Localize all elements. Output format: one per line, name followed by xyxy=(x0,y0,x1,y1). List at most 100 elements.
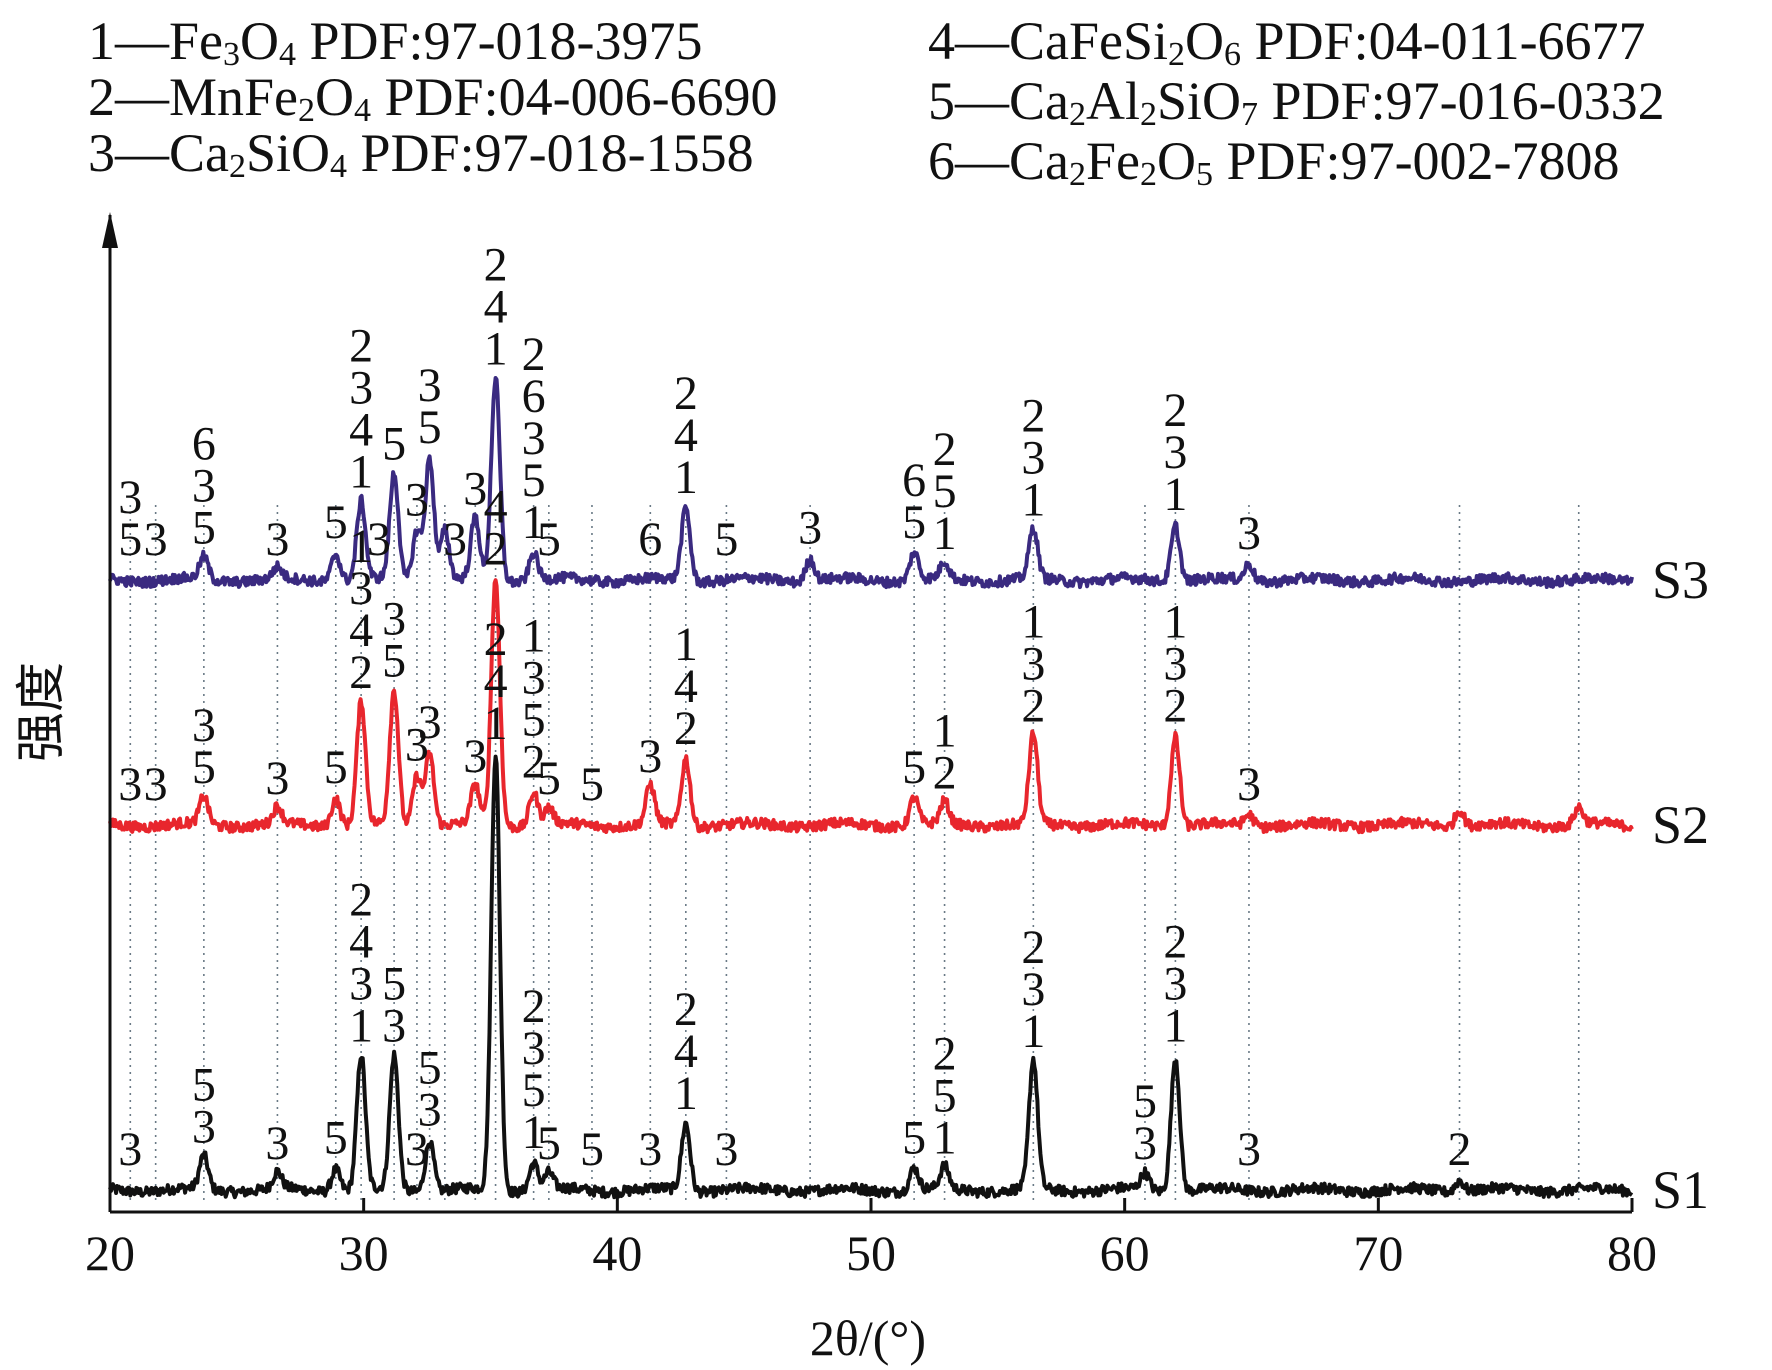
peak-label: 2 xyxy=(933,423,957,476)
peak-label: 3 xyxy=(418,1084,442,1137)
peak-label: 2 xyxy=(1163,384,1187,437)
peak-label: 3 xyxy=(1163,958,1187,1011)
peak-label: 1 xyxy=(484,322,508,375)
peak-label: 6 xyxy=(902,454,926,507)
peak-label: 1 xyxy=(1163,595,1187,648)
peak-label: 2 xyxy=(522,328,546,381)
peak-label: 5 xyxy=(902,741,926,794)
peak-label: 3 xyxy=(405,474,429,527)
peak-label: 4 xyxy=(674,409,698,462)
peak-label: 5 xyxy=(580,758,604,811)
peak-label: 1 xyxy=(1163,1000,1187,1053)
peak-label: 3 xyxy=(1163,637,1187,690)
peak-label: 3 xyxy=(522,412,546,465)
peak-label: 3 xyxy=(118,1123,142,1176)
peak-label: 3 xyxy=(144,758,168,811)
peak-label: 5 xyxy=(192,1058,216,1111)
peak-label: 2 xyxy=(1163,679,1187,732)
peak-label: 1 xyxy=(1163,468,1187,521)
x-tick-label: 80 xyxy=(1607,1225,1657,1281)
peak-label: 3 xyxy=(405,1123,429,1176)
peak-label: 5 xyxy=(1133,1075,1157,1128)
legend-entry-5: 5—Ca2Al2SiO7 PDF:97-016-0332 xyxy=(928,71,1665,133)
peak-label: 3 xyxy=(349,958,373,1011)
peak-label: 3 xyxy=(349,562,373,615)
peak-label: 5 xyxy=(902,496,926,549)
peak-label: 6 xyxy=(192,418,216,471)
peak-label: 2 xyxy=(1163,916,1187,969)
peak-label: 1 xyxy=(933,1112,957,1165)
peak-label: 1 xyxy=(674,451,698,504)
peak-label: 3 xyxy=(192,699,216,752)
peak-label: 2 xyxy=(349,874,373,927)
peak-label: 5 xyxy=(537,752,561,805)
x-tick-label: 50 xyxy=(846,1225,896,1281)
peak-label: 4 xyxy=(484,481,508,534)
peak-label: 1 xyxy=(933,507,957,560)
x-tick-label: 20 xyxy=(85,1225,135,1281)
series-label-S3: S3 xyxy=(1652,550,1709,610)
peak-label: 5 xyxy=(537,1117,561,1170)
legend-entry-2: 2—MnFe2O4 PDF:04-006-6690 xyxy=(88,67,778,129)
peak-label: 2 xyxy=(674,983,698,1036)
peak-label: 2 xyxy=(674,367,698,420)
peak-label: 5 xyxy=(324,1112,348,1165)
peak-label: 4 xyxy=(484,280,508,333)
peak-label: 5 xyxy=(933,1070,957,1123)
x-axis-ticks: 20 30 40 50 60 70 80 xyxy=(85,1198,1657,1281)
peak-label: 4 xyxy=(484,655,508,708)
peak-label: 3 xyxy=(1163,426,1187,479)
peak-label: 1 xyxy=(1021,1005,1045,1058)
peak-label: 1 xyxy=(674,618,698,671)
peak-label: 3 xyxy=(382,593,406,646)
peak-label: 1 xyxy=(349,446,373,499)
peak-label: 1 xyxy=(349,1000,373,1053)
peak-label: 4 xyxy=(349,404,373,457)
peak-label: 3 xyxy=(418,696,442,749)
legend-entry-3: 3—Ca2SiO4 PDF:97-018-1558 xyxy=(88,123,754,185)
peak-label: 3 xyxy=(1237,1123,1261,1176)
peak-label: 5 xyxy=(192,502,216,555)
peak-label: 5 xyxy=(192,741,216,794)
peak-label: 3 xyxy=(192,460,216,513)
peak-label: 3 xyxy=(798,502,822,555)
peak-label: 1 xyxy=(522,609,546,662)
peak-label: 5 xyxy=(382,635,406,688)
peak-label: 3 xyxy=(349,362,373,415)
peak-label: 3 xyxy=(1021,637,1045,690)
peak-label: 2 xyxy=(1021,390,1045,443)
series-S2 xyxy=(108,578,1634,835)
peak-label: 5 xyxy=(522,1064,546,1117)
peak-label: 5 xyxy=(714,513,738,566)
peak-label: 3 xyxy=(1133,1117,1157,1170)
peak-label: 2 xyxy=(349,320,373,373)
peak-label: 1 xyxy=(1021,595,1045,648)
peak-label: 1 xyxy=(933,705,957,758)
peak-label: 3 xyxy=(638,730,662,783)
peak-label: 1 xyxy=(674,1067,698,1120)
peak-label: 3 xyxy=(638,1123,662,1176)
series-label-S2: S2 xyxy=(1652,795,1709,855)
peak-label: 3 xyxy=(382,1000,406,1053)
peak-label: 2 xyxy=(522,735,546,788)
diffraction-curves xyxy=(108,376,1634,1200)
peak-label: 3 xyxy=(1237,507,1261,560)
peak-label: 2 xyxy=(1448,1123,1472,1176)
peak-label: 1 xyxy=(484,697,508,750)
peak-label: 5 xyxy=(382,418,406,471)
x-tick-label: 40 xyxy=(592,1225,642,1281)
legend-entry-6: 6—Ca2Fe2O5 PDF:97-002-7808 xyxy=(928,131,1620,193)
peak-label: 4 xyxy=(349,916,373,969)
series-label-S1: S1 xyxy=(1652,1160,1709,1220)
peak-label: 5 xyxy=(324,496,348,549)
y-axis-label: 强度 xyxy=(13,662,69,762)
peak-label: 3 xyxy=(443,513,467,566)
peak-label: 5 xyxy=(418,1042,442,1095)
y-axis-arrow xyxy=(102,212,118,248)
peak-label: 3 xyxy=(463,462,487,515)
peak-label: 2 xyxy=(674,702,698,755)
peak-label: 3 xyxy=(144,513,168,566)
x-tick-label: 30 xyxy=(339,1225,389,1281)
peak-label: 1 xyxy=(349,520,373,573)
